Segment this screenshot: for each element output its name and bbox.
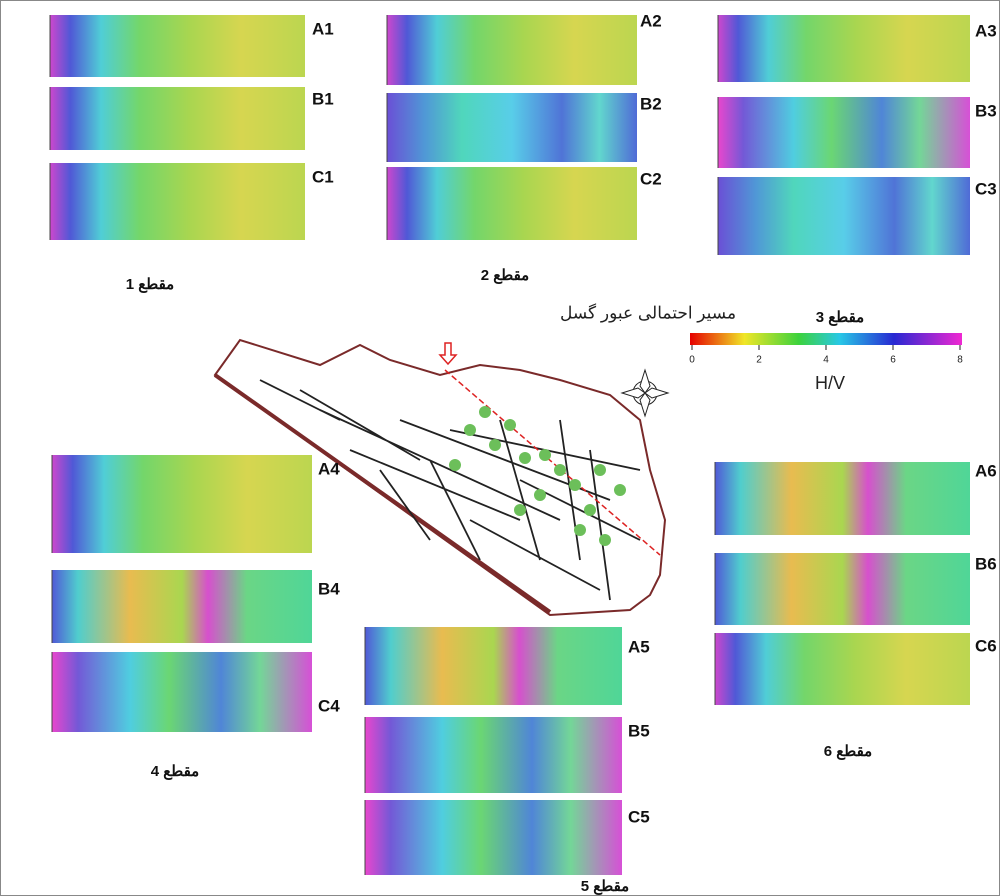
heatmap	[387, 167, 637, 240]
section-label: مقطع 4	[151, 763, 199, 780]
heatmap	[715, 633, 970, 705]
panel-label: B1	[312, 89, 334, 108]
panel-label: B4	[318, 579, 340, 598]
heatmap	[718, 97, 970, 168]
heatmap	[718, 15, 970, 82]
panel-label: B3	[975, 101, 997, 120]
fault-label: مسیر احتمالی عبور گسل	[560, 302, 736, 323]
section-label: مقطع 6	[824, 743, 872, 760]
panel-label: C4	[318, 696, 340, 715]
heatmap	[715, 462, 970, 535]
heatmap	[50, 163, 305, 240]
heatmap	[52, 652, 312, 732]
colorbar	[690, 333, 962, 345]
panel-label: A5	[628, 637, 650, 656]
panel-label: A3	[975, 21, 997, 40]
panel-label: A4	[318, 459, 340, 478]
panel-label: C6	[975, 636, 997, 655]
heatmap	[365, 800, 622, 875]
panel-label: C5	[628, 807, 650, 826]
colorbar-tick-label: 0	[689, 355, 695, 366]
heatmap	[387, 15, 637, 85]
panel-label: B6	[975, 554, 997, 573]
colorbar-tick-label: 2	[756, 355, 762, 366]
heatmap	[52, 455, 312, 553]
heatmap	[52, 570, 312, 643]
heatmap	[715, 553, 970, 625]
section-label: مقطع 5	[581, 878, 629, 895]
figure: مسیر احتمالی عبور گسل H/V A1 B1 C1 مقطع 1 A2…	[0, 0, 1000, 896]
heatmap	[50, 15, 305, 77]
panel-label: A6	[975, 461, 997, 480]
colorbar-tick-label: 6	[890, 355, 896, 366]
heatmap	[365, 717, 622, 793]
section-label: مقطع 2	[481, 267, 529, 284]
colorbar-label: H/V	[815, 373, 845, 393]
heatmap	[50, 87, 305, 150]
panel-label: B5	[628, 721, 650, 740]
colorbar-tick-label: 8	[957, 355, 963, 366]
heatmap	[718, 177, 970, 255]
compass	[622, 370, 668, 416]
panel-label: C3	[975, 179, 997, 198]
panel-label: C2	[640, 169, 662, 188]
panel-label: B2	[640, 94, 662, 113]
heatmap	[387, 93, 637, 162]
panel-label: A2	[640, 11, 662, 30]
section-label: مقطع 3	[816, 309, 864, 326]
panel-label: A1	[312, 19, 334, 38]
colorbar-tick-label: 4	[823, 355, 829, 366]
section-label: مقطع 1	[126, 276, 174, 293]
heatmap	[365, 627, 622, 705]
panel-label: C1	[312, 167, 334, 186]
